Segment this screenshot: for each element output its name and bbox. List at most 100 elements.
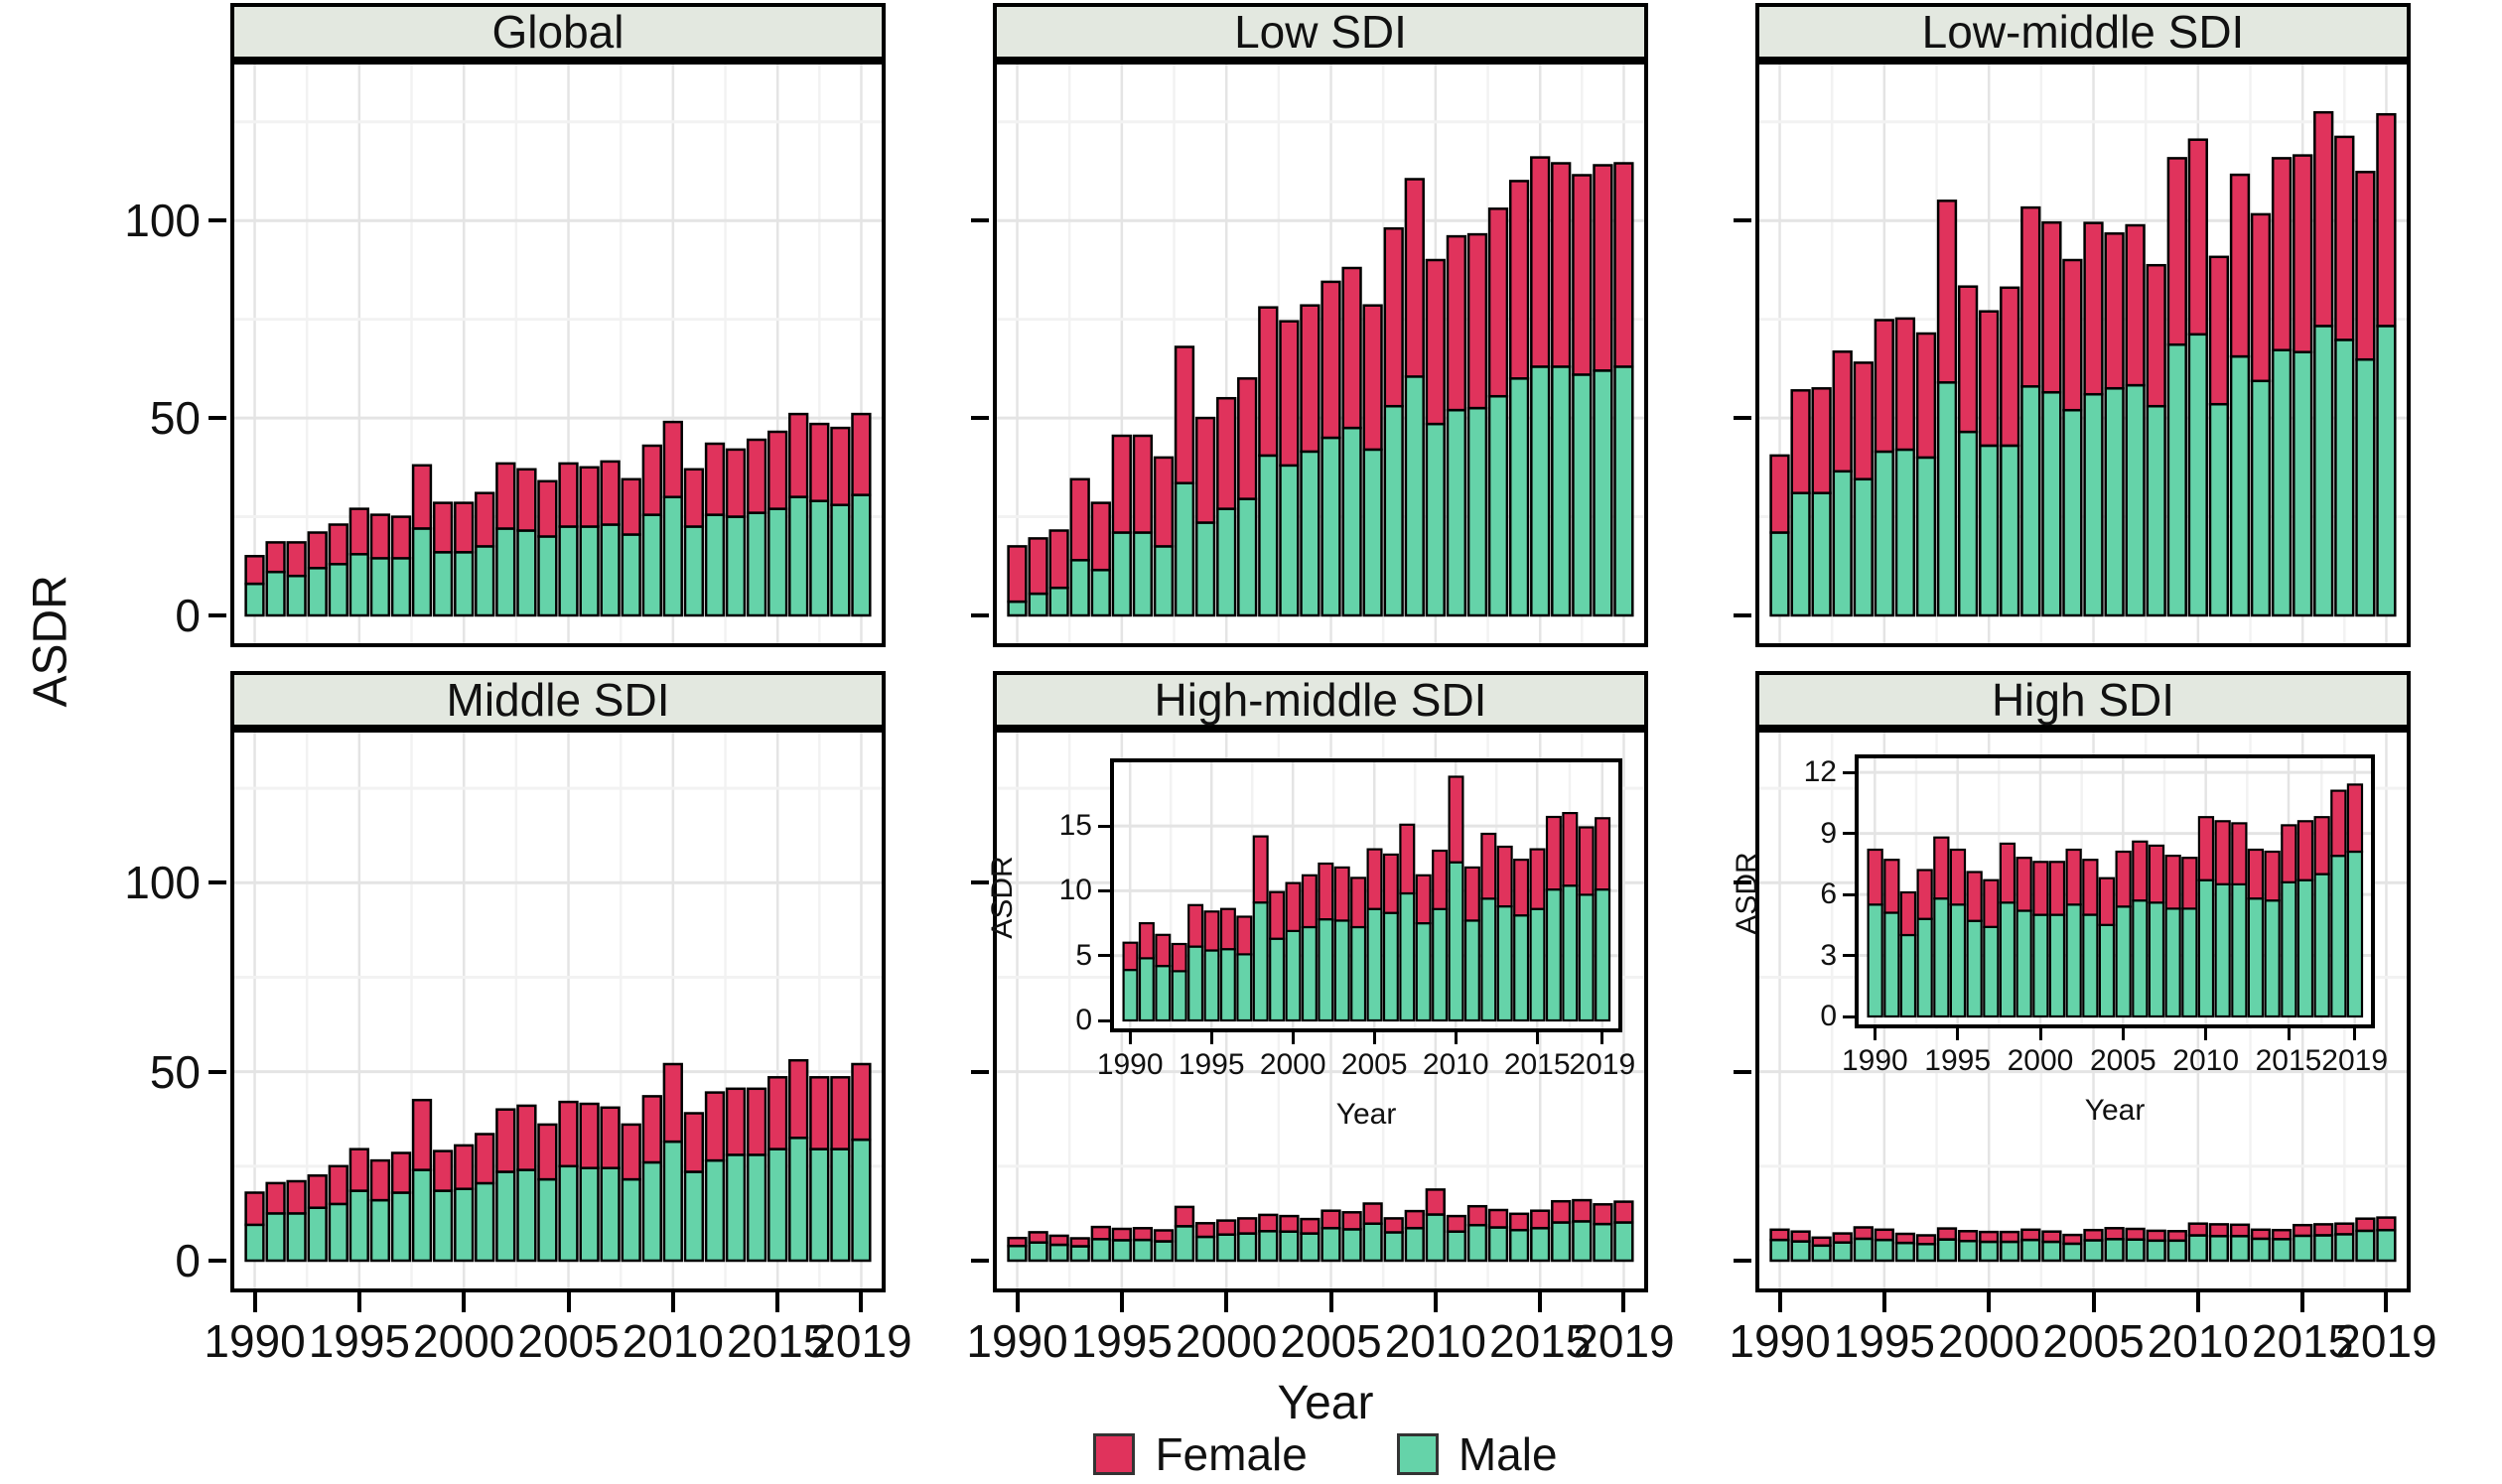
panel-title: Global (491, 6, 625, 58)
x-tick-mark (1119, 1292, 1124, 1312)
x-tick-mark (2300, 1292, 2305, 1312)
x-tick-label: 2019 (2335, 1315, 2437, 1367)
inset-x-tick-label: 2010 (2172, 1044, 2240, 1077)
x-tick-label: 1990 (204, 1315, 306, 1367)
x-tick-label: 1990 (1729, 1315, 1831, 1367)
inset-x-tick-label: 2019 (2321, 1044, 2389, 1077)
y-tick-mark (208, 416, 226, 421)
inset-y-tick-mark (1098, 824, 1110, 828)
bars (1769, 110, 2397, 617)
x-tick-mark (1224, 1292, 1229, 1312)
x-tick-label: 1995 (1833, 1315, 1936, 1367)
panel-strip: Low SDI (993, 3, 1648, 61)
y-tick-mark (971, 613, 989, 617)
legend: Female Male (149, 1427, 2502, 1481)
inset-y-tick-mark (1843, 832, 1855, 836)
bars (1867, 783, 2364, 1018)
x-tick-mark (462, 1292, 467, 1312)
legend-label-female: Female (1155, 1428, 1308, 1480)
x-tick-mark (1328, 1292, 1333, 1312)
x-tick-mark (1538, 1292, 1543, 1312)
inset-x-tick-mark (1291, 1032, 1295, 1044)
inset-x-tick-mark (1600, 1032, 1604, 1044)
y-tick-mark (971, 416, 989, 421)
inset-x-tick-label: 2000 (2007, 1044, 2074, 1077)
inset-y-tick-label: 15 (1058, 809, 1092, 843)
panel-plot: 0 3 6 9 12 ASDR 1990 1995 2000 2005 2010 2015 2019 Ye… (1731, 729, 2411, 1292)
x-tick-label: 1990 (966, 1315, 1068, 1367)
x-tick-label: 2005 (517, 1315, 620, 1367)
x-tick-mark (1777, 1292, 1782, 1312)
x-tick-label: 2015 (2252, 1315, 2354, 1367)
bars (244, 412, 872, 617)
inset-y-tick-mark (1098, 888, 1110, 892)
inset-x-tick-mark (1956, 1028, 1960, 1040)
x-tick-mark (566, 1292, 571, 1312)
panel-plot (1755, 61, 2411, 647)
inset-x-tick-mark (1128, 1032, 1132, 1044)
inset-y-tick-label: 10 (1058, 874, 1092, 907)
male-swatch (1396, 1433, 1439, 1475)
y-tick-mark (971, 880, 989, 885)
y-tick-mark (208, 1259, 226, 1263)
inset-x-axis-title: Year (2084, 1094, 2146, 1127)
y-tick-mark (208, 218, 226, 223)
y-tick-mark (1734, 416, 1751, 421)
inset-x-tick-mark (2204, 1028, 2208, 1040)
x-tick-mark (775, 1292, 780, 1312)
inset-y-tick-label: 12 (1803, 755, 1837, 789)
y-tick-label: 100 (124, 857, 201, 909)
y-tick-mark (1734, 613, 1751, 617)
panel-plot (230, 729, 886, 1292)
x-tick-label: 2019 (810, 1315, 912, 1367)
inset-x-tick-mark (1873, 1028, 1876, 1040)
x-tick-mark (1881, 1292, 1886, 1312)
bars (1122, 775, 1611, 1022)
panel-chart-svg (1759, 65, 2407, 643)
legend-item-male: Male (1396, 1427, 1558, 1481)
inset-chart-svg (1859, 758, 2371, 1024)
panel-chart-svg (234, 733, 882, 1288)
bars (1007, 156, 1634, 617)
legend-item-female: Female (1093, 1427, 1308, 1481)
x-tick-label: 2015 (727, 1315, 829, 1367)
inset-x-tick-mark (1454, 1032, 1458, 1044)
inset-x-tick-mark (1372, 1032, 1376, 1044)
inset-x-tick-label: 1990 (1841, 1044, 1908, 1077)
inset-y-tick-mark (1843, 770, 1855, 774)
y-tick-mark (1734, 1259, 1751, 1263)
inset-y-tick-mark (1098, 954, 1110, 958)
legend-label-male: Male (1458, 1428, 1558, 1480)
bars (244, 1058, 872, 1263)
inset-x-tick-mark (2353, 1028, 2357, 1040)
inset-y-tick-label: 3 (1820, 938, 1837, 972)
y-axis-title: ASDR (24, 575, 77, 708)
inset-x-tick-label: 2005 (1340, 1048, 1408, 1081)
inset-x-axis-title: Year (1335, 1098, 1397, 1131)
x-tick-mark (1433, 1292, 1438, 1312)
inset-y-tick-label: 0 (1075, 1004, 1092, 1036)
inset-x-tick-label: 2005 (2089, 1044, 2156, 1077)
x-tick-mark (859, 1292, 864, 1312)
panel-title: High-middle SDI (1154, 674, 1487, 726)
y-tick-mark (971, 1069, 989, 1074)
panel-strip: Middle SDI (230, 671, 886, 729)
y-tick-mark (1734, 218, 1751, 223)
inset-x-tick-mark (2287, 1028, 2291, 1040)
y-tick-label: 50 (149, 1045, 201, 1098)
inset-x-tick-mark (1209, 1032, 1213, 1044)
panel-plot (230, 61, 886, 647)
x-tick-label: 1995 (1070, 1315, 1174, 1367)
x-tick-mark (2091, 1292, 2096, 1312)
panel-title: Low-middle SDI (1921, 6, 2245, 58)
inset-x-tick-mark (2038, 1028, 2042, 1040)
inset-x-tick-label: 2000 (1259, 1048, 1326, 1081)
female-swatch (1093, 1433, 1136, 1475)
x-tick-mark (670, 1292, 675, 1312)
panel-title: Middle SDI (446, 674, 670, 726)
y-tick-mark (1734, 880, 1751, 885)
x-tick-label: 2000 (413, 1315, 515, 1367)
y-tick-label: 100 (124, 195, 201, 247)
inset-y-axis-title: ASDR (986, 856, 1019, 939)
